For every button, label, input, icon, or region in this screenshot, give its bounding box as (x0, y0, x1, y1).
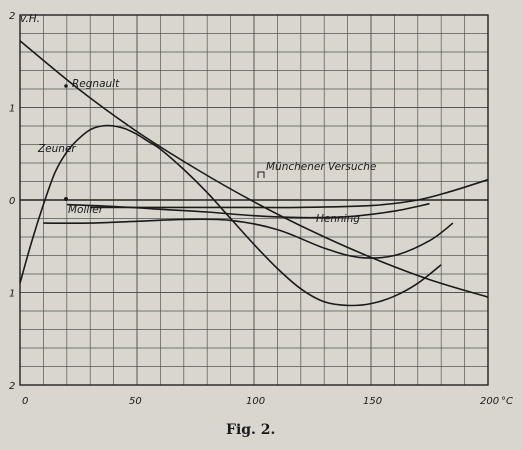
leader-dot (64, 84, 68, 88)
leader-dot (64, 197, 68, 201)
series-labels: Regnault Zeuner Münchener Versuche Henning M… (37, 78, 376, 225)
series-label-zeuner: Zeuner (37, 143, 76, 155)
axes (19, 14, 489, 386)
y-tick-label: 2 (9, 381, 15, 392)
series-label-mollier: Mollier (68, 204, 104, 216)
curves (19, 40, 489, 307)
x-tick-label: 150 (363, 396, 382, 407)
y-tick-label: 0 (9, 196, 15, 207)
y-tick-label: 1 (9, 104, 15, 115)
series-line-zeuner (19, 124, 442, 307)
series-label-henning: Henning (316, 213, 360, 225)
y-tick-label: 1 (9, 289, 15, 300)
figure-caption: Fig. 2. (226, 422, 275, 438)
series-label-regnault: Regnault (72, 78, 120, 90)
series-label-munchener-versuche: Münchener Versuche (266, 161, 376, 173)
leader-bracket (257, 171, 265, 178)
x-tick-label: 50 (129, 396, 142, 407)
x-tick-label: 0 (22, 396, 28, 407)
x-tick-label: 100 (246, 396, 265, 407)
series-line-regnault (19, 40, 489, 298)
tick-labels: 0 50 100 150 200 2 1 0 1 2 (9, 11, 499, 407)
series-line-mollier (90, 178, 489, 209)
y-unit-label: v.H. (20, 13, 40, 25)
x-unit-label: °C (501, 396, 513, 407)
x-tick-label: 200 (480, 396, 499, 407)
series-line-henning (43, 218, 454, 259)
y-tick-label: 2 (9, 11, 15, 22)
